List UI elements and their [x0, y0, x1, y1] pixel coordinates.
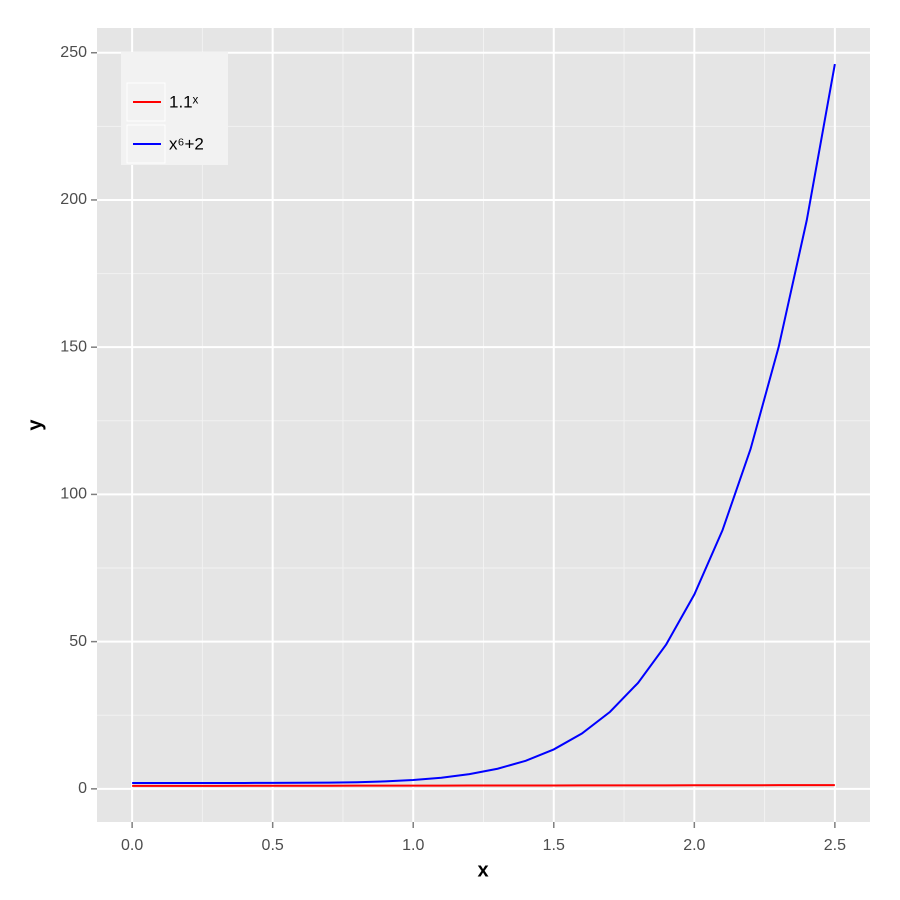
- x-tick-label: 1.5: [543, 837, 565, 854]
- legend-label: 1.1ˣ: [169, 92, 199, 111]
- axes: 0.0 0.5 1.0 1.5 2.0 2.5 0 50 100 150 200 250: [60, 44, 846, 854]
- series-line: [132, 784, 835, 787]
- lines: [132, 63, 836, 787]
- x-tick-label: 2.5: [824, 837, 846, 854]
- y-tick-label: 50: [69, 633, 87, 650]
- y-tick-label: 150: [60, 338, 87, 355]
- x-axis-label: x: [477, 859, 488, 881]
- legend-label: x⁶+2: [169, 134, 204, 153]
- x-tick-label: 1.0: [402, 837, 424, 854]
- y-tick-label: 200: [60, 191, 87, 208]
- series-line: [132, 63, 836, 784]
- grid: [97, 28, 870, 822]
- y-axis-label: y: [24, 419, 46, 431]
- x-tick-label: 0.0: [121, 837, 143, 854]
- legend: 1.1ˣ x⁶+2: [121, 52, 228, 165]
- y-tick-label: 0: [78, 780, 87, 797]
- x-tick-label: 2.0: [683, 837, 705, 854]
- y-tick-label: 100: [60, 486, 87, 503]
- x-tick-label: 0.5: [262, 837, 284, 854]
- y-tick-label: 250: [60, 44, 87, 61]
